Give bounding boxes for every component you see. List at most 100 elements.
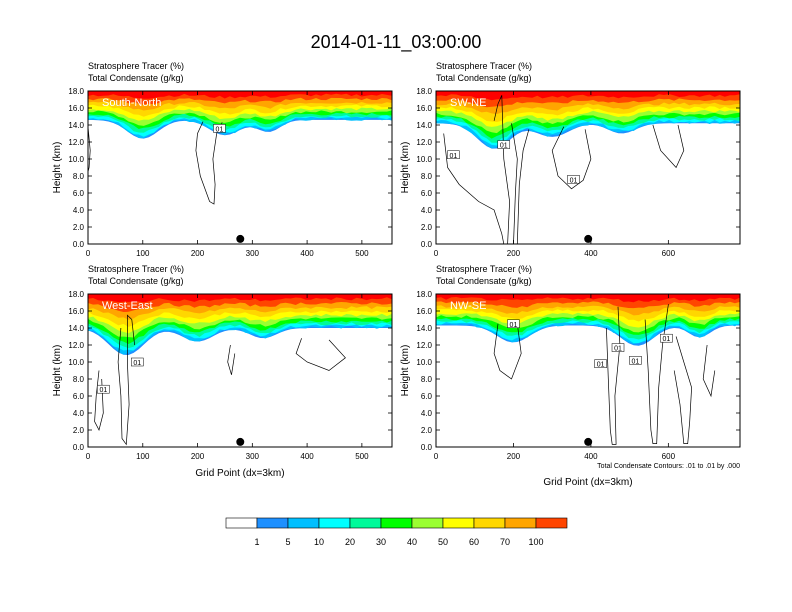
contour-label-box: [131, 357, 144, 367]
plot-area: 01 01 01 01 01: [436, 294, 740, 447]
condensate-contour-2: [606, 306, 621, 445]
colorbar-label: 30: [376, 537, 386, 547]
colorbar-swatch: [442, 517, 475, 529]
contour-label-box: [507, 319, 520, 328]
field-label: Total Condensate (g/kg): [88, 73, 184, 83]
colorbar-label: 40: [407, 537, 417, 547]
contour-label: 01: [611, 343, 625, 353]
location-marker: [584, 437, 593, 446]
x-tick-label: 400: [300, 452, 314, 461]
condensate-contour-5: [702, 344, 716, 398]
location-marker: [236, 437, 245, 446]
y-tick-label: 18.0: [416, 87, 432, 96]
condensate-contour-1: [195, 121, 223, 205]
field-label: Stratosphere Tracer (%): [88, 264, 184, 274]
colorbar-swatch: [504, 517, 537, 529]
plot-frame: [435, 293, 741, 448]
panel-south-north: Stratosphere Tracer (%) Total Condensate …: [52, 61, 393, 258]
tracer-band-11: [88, 91, 392, 99]
y-tick-label: 8.0: [73, 172, 85, 181]
y-tick-label: 4.0: [73, 206, 85, 215]
y-tick-label: 4.0: [421, 409, 433, 418]
plot-frame: [87, 90, 393, 245]
x-tick-label: 400: [584, 249, 598, 258]
panel-west-east: Stratosphere Tracer (%) Total Condensate …: [52, 264, 393, 479]
location-marker: [236, 234, 245, 243]
panel-label: NW-SE: [450, 300, 486, 312]
y-axis-label: Height (km): [400, 142, 411, 194]
x-tick-label: 200: [507, 249, 521, 258]
colorbar-label: 1: [254, 537, 259, 547]
contour-label: 01: [629, 356, 642, 365]
y-tick-label: 0.0: [73, 443, 85, 452]
field-label: Total Condensate (g/kg): [436, 276, 532, 286]
y-tick-label: 2.0: [421, 426, 433, 435]
x-tick-label: 0: [86, 452, 91, 461]
contour-label-text: 01: [632, 358, 640, 365]
contour-label-box: [213, 124, 226, 133]
x-tick-label: 100: [136, 452, 150, 461]
colorbar-swatch: [380, 517, 413, 529]
contour-label-box: [594, 359, 607, 368]
colorbar-swatch: [349, 517, 382, 529]
y-tick-label: 2.0: [421, 223, 433, 232]
contour-label-box: [660, 333, 673, 343]
y-tick-label: 6.0: [421, 189, 433, 198]
y-tick-label: 16.0: [416, 307, 432, 316]
condensate-contour-1: [443, 95, 510, 244]
y-tick-label: 14.0: [416, 121, 432, 130]
colorbar-label: 10: [314, 537, 324, 547]
y-tick-label: 18.0: [68, 87, 84, 96]
colorbar-label: 100: [528, 537, 543, 547]
x-tick-label: 400: [584, 452, 598, 461]
colorbar: 1 5 10 20 30 40 50 60 70 100: [225, 517, 568, 547]
y-tick-label: 16.0: [416, 104, 432, 113]
condensate-contour-1: [117, 314, 135, 446]
y-tick-label: 14.0: [68, 324, 84, 333]
condensate-contour-2: [94, 370, 104, 431]
y-tick-label: 14.0: [68, 121, 84, 130]
contour-label-text: 01: [663, 336, 671, 343]
x-tick-label: 300: [246, 249, 260, 258]
y-tick-label: 6.0: [421, 392, 433, 401]
y-tick-label: 16.0: [68, 104, 84, 113]
y-tick-label: 4.0: [73, 409, 85, 418]
x-tick-label: 200: [191, 249, 205, 258]
contour-label-box: [629, 356, 642, 365]
x-axis-label: Grid Point (dx=3km): [543, 477, 632, 488]
contour-label: 01: [507, 319, 520, 329]
condensate-contour-1: [493, 323, 522, 380]
contour-label-text: 01: [614, 346, 622, 353]
y-tick-label: 12.0: [68, 138, 84, 147]
plot-frame: [435, 90, 741, 245]
x-tick-label: 0: [434, 452, 439, 461]
condensate-contour-3: [295, 338, 346, 371]
plot-area: 01 01: [88, 294, 392, 447]
y-tick-label: 2.0: [73, 223, 85, 232]
contour-label: 01: [497, 140, 511, 150]
condensate-contour-4: [227, 344, 236, 375]
condensate-contour-4: [652, 124, 685, 169]
x-tick-label: 200: [191, 452, 205, 461]
condensate-contour-2: [511, 123, 530, 244]
y-tick-label: 0.0: [421, 443, 433, 452]
x-tick-label: 400: [300, 249, 314, 258]
colorbar-swatch: [256, 517, 289, 529]
contour-label-text: 01: [99, 387, 107, 394]
contour-label: 01: [567, 175, 580, 184]
y-tick-label: 18.0: [68, 290, 84, 299]
contour-footnote: Total Condensate Contours: .01 to .01 by…: [597, 463, 740, 470]
plot-area: 01 01 01: [436, 91, 740, 244]
panel-sw-ne: Stratosphere Tracer (%) Total Condensate …: [400, 61, 741, 258]
colorbar-swatch: [473, 517, 506, 529]
contour-label: 01: [97, 384, 110, 394]
contour-label-text: 01: [133, 360, 141, 367]
colorbar-label: 60: [469, 537, 479, 547]
y-tick-label: 8.0: [73, 375, 85, 384]
field-label: Stratosphere Tracer (%): [436, 264, 532, 274]
panel-label: South-North: [102, 97, 161, 109]
tracer-band-11: [436, 294, 740, 303]
contour-label: 01: [660, 333, 673, 343]
y-tick-label: 12.0: [416, 341, 432, 350]
